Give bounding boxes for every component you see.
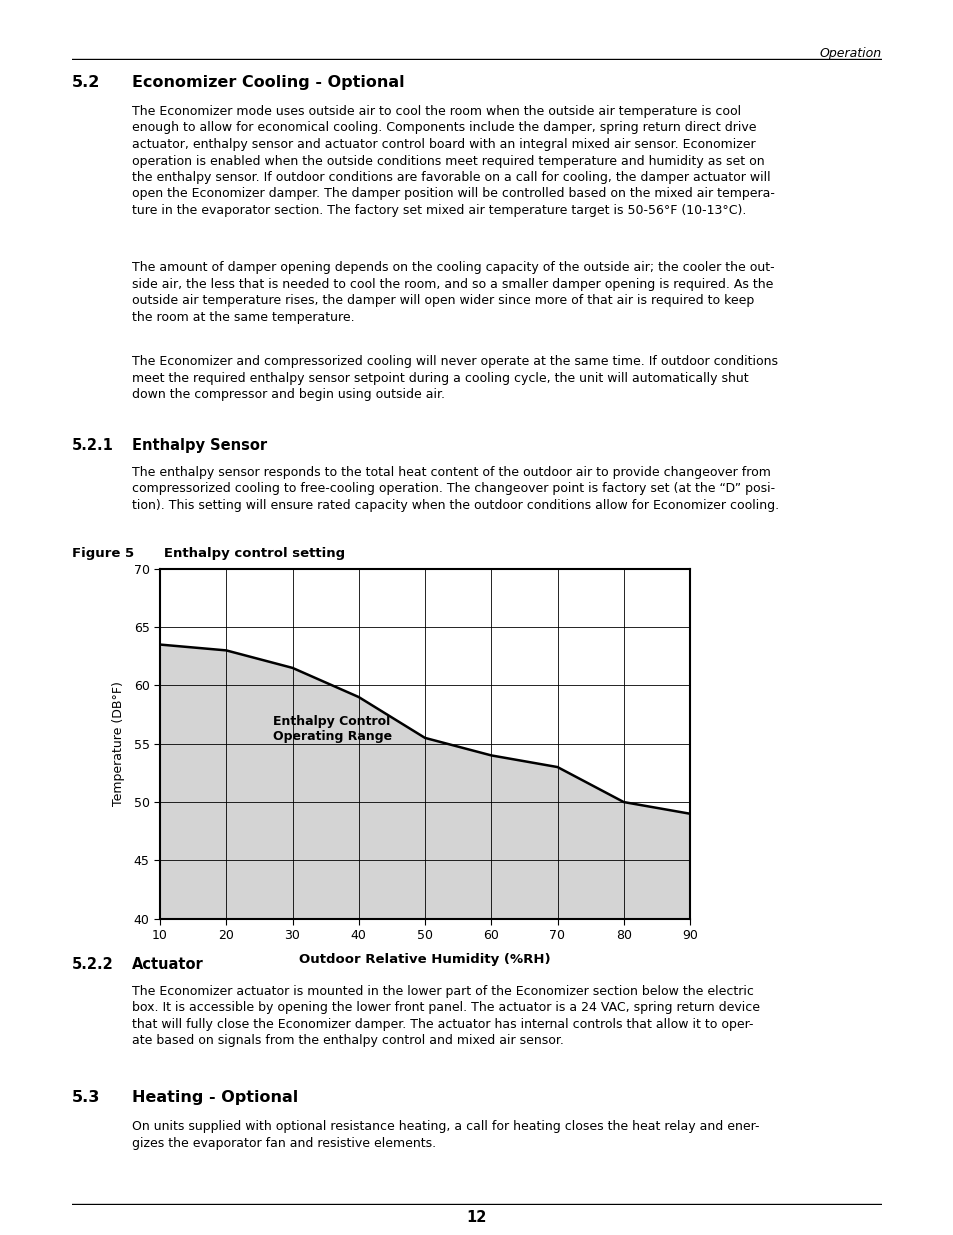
Text: 5.2.1: 5.2.1	[71, 438, 113, 453]
Text: 5.3: 5.3	[71, 1091, 100, 1105]
Text: Enthalpy Control
Operating Range: Enthalpy Control Operating Range	[273, 715, 392, 742]
Text: Actuator: Actuator	[132, 957, 204, 972]
Text: The Economizer actuator is mounted in the lower part of the Economizer section b: The Economizer actuator is mounted in th…	[132, 984, 760, 1047]
Y-axis label: Temperature (DB°F): Temperature (DB°F)	[112, 682, 125, 806]
Text: Figure 5: Figure 5	[71, 547, 134, 559]
Text: On units supplied with optional resistance heating, a call for heating closes th: On units supplied with optional resistan…	[132, 1120, 759, 1150]
Text: 5.2.2: 5.2.2	[71, 957, 113, 972]
Text: The Economizer mode uses outside air to cool the room when the outside air tempe: The Economizer mode uses outside air to …	[132, 105, 774, 217]
Text: Enthalpy control setting: Enthalpy control setting	[150, 547, 345, 559]
Text: The enthalpy sensor responds to the total heat content of the outdoor air to pro: The enthalpy sensor responds to the tota…	[132, 466, 779, 513]
Text: The amount of damper opening depends on the cooling capacity of the outside air;: The amount of damper opening depends on …	[132, 262, 774, 324]
Text: Economizer Cooling - Optional: Economizer Cooling - Optional	[132, 75, 404, 90]
Text: Operation: Operation	[819, 47, 882, 61]
Text: Enthalpy Sensor: Enthalpy Sensor	[132, 438, 267, 453]
X-axis label: Outdoor Relative Humidity (%RH): Outdoor Relative Humidity (%RH)	[299, 953, 550, 966]
Text: Heating - Optional: Heating - Optional	[132, 1091, 298, 1105]
Text: 12: 12	[466, 1210, 487, 1225]
Text: 5.2: 5.2	[71, 75, 100, 90]
Text: The Economizer and compressorized cooling will never operate at the same time. I: The Economizer and compressorized coolin…	[132, 356, 778, 401]
